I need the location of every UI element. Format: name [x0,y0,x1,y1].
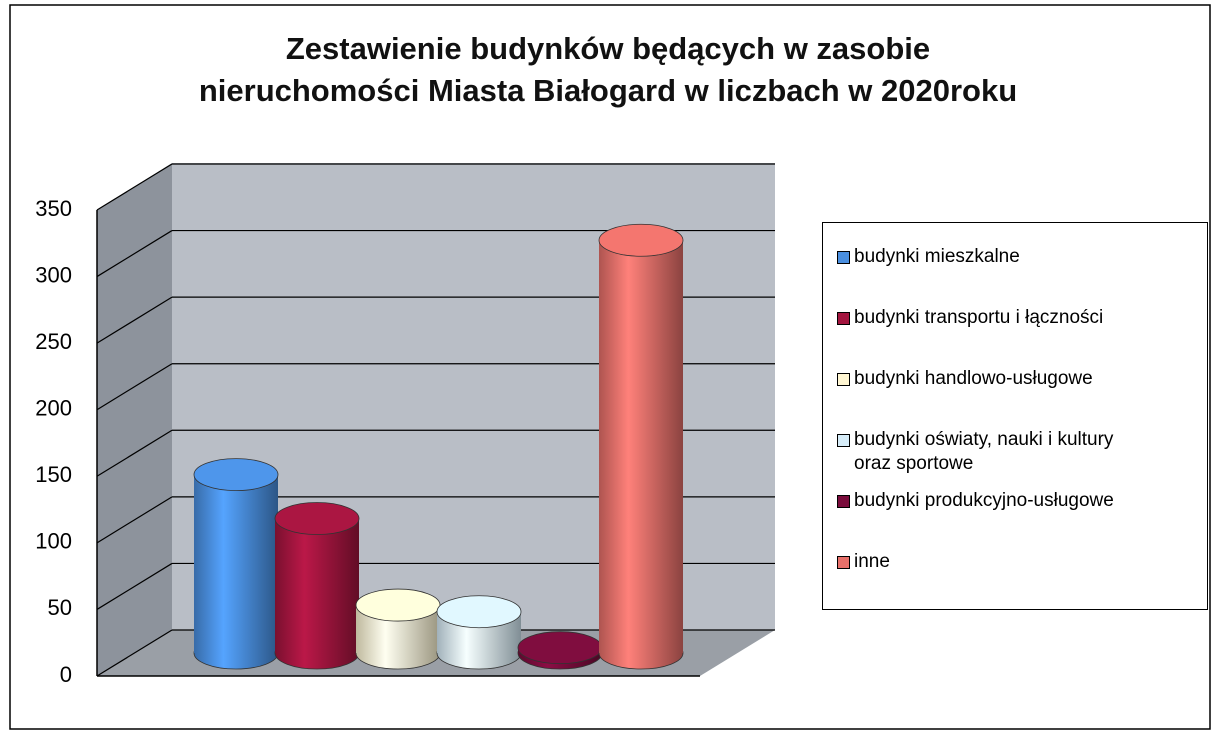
cylinder-top [193,458,279,491]
bar [194,474,278,653]
legend-item: budynki mieszkalne [837,245,1201,269]
legend-swatch [837,434,850,447]
legend-swatch [837,251,850,264]
legend-label: budynki produkcyjno-usługowe [854,490,1114,511]
y-tick-label: 300 [35,262,72,287]
legend-item: budynki produkcyjno-usługowe [837,489,1201,513]
cylinder-top [598,223,684,257]
y-tick-label: 250 [35,329,72,354]
legend-label: budynki transportu i łączności [854,307,1104,328]
cylinder-top [517,631,603,665]
legend-label: budynki handlowo-usługowe [854,368,1093,389]
y-tick-label: 350 [35,196,72,221]
cylinder-top [436,595,522,629]
legend-label: budynki mieszkalne [854,246,1020,267]
grid-line-side [96,629,173,677]
legend-label: budynki oświaty, nauki i kultury oraz sp… [854,429,1114,474]
legend-swatch [837,495,850,508]
grid-line-side [96,363,173,411]
legend-swatch [837,373,850,386]
grid-line-side [96,163,173,211]
side-wall [97,163,172,676]
bar [599,240,683,653]
y-tick-label: 0 [60,662,72,687]
y-tick-label: 150 [35,462,72,487]
chart-title: Zestawienie budynków będących w zasobie … [198,31,1018,108]
legend-item: inne [837,550,1201,574]
cylinder-top [274,502,360,535]
grid-line-side [96,230,173,278]
grid-line-side [96,562,173,610]
grid-line-side [96,429,173,477]
cylinder-top [355,588,441,622]
legend-item: budynki handlowo-usługowe [837,367,1201,391]
legend: budynki mieszkalne budynki transportu i ł… [822,222,1208,610]
grid-line-side [96,296,173,344]
grid-line-side [96,496,173,544]
y-tick-label: 100 [35,529,72,554]
frame [9,4,1211,730]
legend-item: budynki oświaty, nauki i kultury oraz sp… [837,428,1201,476]
y-tick-label: 50 [48,595,72,620]
legend-swatch [837,312,850,325]
bar [275,518,359,653]
legend-label: inne [854,551,890,572]
y-tick-label: 200 [35,396,72,421]
legend-item: budynki transportu i łączności [837,306,1201,330]
legend-swatch [837,556,850,569]
